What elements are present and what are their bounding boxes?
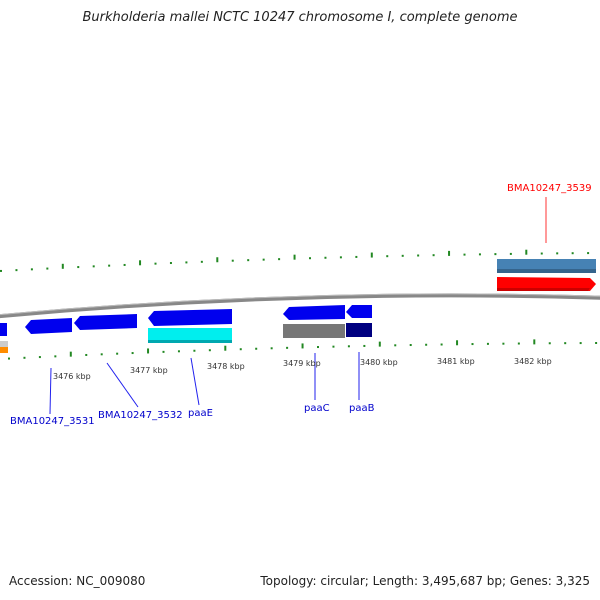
scale-label: 3480 kbp bbox=[360, 358, 398, 367]
gene-bar-left-grey[interactable] bbox=[0, 341, 8, 347]
gene-label-3531[interactable]: BMA10247_3531 bbox=[10, 416, 95, 427]
genome-summary: Topology: circular; Length: 3,495,687 bp… bbox=[260, 574, 590, 588]
gene-bar-paaC[interactable] bbox=[283, 324, 345, 338]
tick-marks bbox=[0, 249, 598, 360]
map-title: Burkholderia mallei NCTC 10247 chromosom… bbox=[82, 10, 518, 25]
scale-label: 3476 kbp bbox=[53, 372, 91, 381]
cds-3531[interactable] bbox=[25, 318, 72, 334]
gene-label-3539[interactable]: BMA10247_3539 bbox=[507, 183, 592, 194]
cds-paaE[interactable] bbox=[148, 309, 232, 326]
gene-bar-paaB[interactable] bbox=[346, 323, 372, 337]
cds-paaB[interactable] bbox=[346, 305, 372, 318]
scale-label: 3482 kbp bbox=[514, 357, 552, 366]
scale-label: 3477 kbp bbox=[130, 366, 168, 375]
gene-bar-left-orange[interactable] bbox=[0, 347, 8, 353]
accession: Accession: NC_009080 bbox=[9, 574, 146, 588]
backbone bbox=[0, 293, 600, 319]
gene-label-3532[interactable]: BMA10247_3532 bbox=[98, 410, 183, 421]
gene-label-paaE[interactable]: paaE bbox=[188, 408, 213, 419]
cds-3539[interactable] bbox=[497, 277, 596, 291]
gene-bar-paaE[interactable] bbox=[148, 328, 232, 343]
gene-label-paaC[interactable]: paaC bbox=[304, 403, 330, 414]
cds-3532[interactable] bbox=[74, 314, 137, 330]
cds-left-partial[interactable] bbox=[0, 323, 7, 336]
scale-label: 3479 kbp bbox=[283, 359, 321, 368]
gene-label-paaB[interactable]: paaB bbox=[349, 403, 375, 414]
scale-label: 3481 kbp bbox=[437, 357, 475, 366]
scale-label: 3478 kbp bbox=[207, 362, 245, 371]
cds-paaC[interactable] bbox=[283, 305, 345, 320]
